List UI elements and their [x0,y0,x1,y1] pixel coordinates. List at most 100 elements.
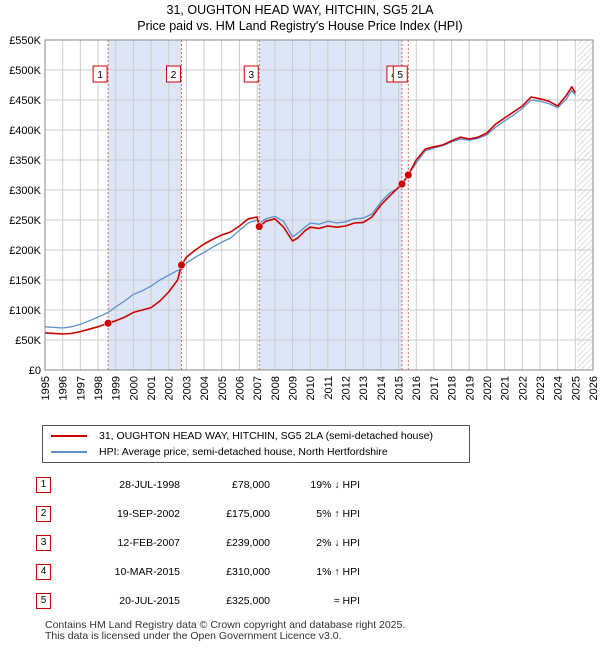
x-tick-label: 2021 [500,376,512,400]
footer-licence: This data is licensed under the Open Gov… [45,630,342,642]
sale-labels-layer: 12345 [92,65,408,83]
x-tick-label: 2023 [535,376,547,400]
sale-label-text: 5 [397,70,403,81]
sale-hpi-diff: ≈ HPI [333,594,360,607]
table-row: 1 28-JUL-1998 £78,000 19% ↓ HPI [36,470,360,499]
sale-hpi-diff: 1% ↑ HPI [316,565,360,578]
sale-number-badge: 1 [36,476,51,493]
sale-points-layer [104,170,413,328]
sale-date: 20-JUL-2015 [119,594,180,607]
x-tick-label: 1999 [111,376,123,400]
y-tick-label: £350K [9,155,41,167]
sale-point [404,170,413,180]
legend-swatch-hpi [51,451,87,453]
x-tick-label: 2013 [358,376,370,400]
sale-point [177,260,186,270]
legend-label-hpi: HPI: Average price, semi-detached house,… [99,446,388,458]
series-layer [44,86,576,335]
x-tick-label: 2026 [588,376,600,400]
sale-label-text: 2 [171,70,177,81]
sale-date: 28-JUL-1998 [119,478,180,491]
sale-number-badge: 3 [36,534,51,551]
x-tick-label: 2020 [482,376,494,400]
x-tick-label: 2006 [234,376,246,400]
property-price-line [44,86,576,335]
sale-number-badge: 4 [36,563,51,580]
x-tick-label: 1998 [93,376,105,400]
x-tick-label: 2024 [553,376,565,400]
table-row: 4 10-MAR-2015 £310,000 1% ↑ HPI [36,557,360,586]
x-tick-label: 2003 [181,376,193,400]
sale-label-box [392,65,408,83]
shaded-period [108,40,182,370]
sale-number-badge: 2 [36,505,51,522]
x-tick-label: 2000 [128,376,140,400]
chart-title: 31, OUGHTON HEAD WAY, HITCHIN, SG5 2LA [166,3,434,17]
x-tick-label: 1996 [58,376,70,400]
sale-price: £78,000 [232,478,270,491]
x-tick-label: 2025 [570,376,582,400]
table-row: 3 12-FEB-2007 £239,000 2% ↓ HPI [36,528,360,557]
sale-point [104,319,113,328]
sale-label-text: 1 [97,70,103,81]
x-tick-label: 2007 [252,376,264,400]
x-tick-label: 2018 [447,376,459,400]
sale-point [397,179,406,189]
x-tick-label: 2014 [376,376,388,400]
legend-item-hpi: HPI: Average price, semi-detached house,… [43,444,388,460]
sale-date: 19-SEP-2002 [116,507,180,520]
y-tick-label: £150K [9,275,41,287]
sale-label-box [243,65,259,83]
sale-hpi-diff: 2% ↓ HPI [316,536,360,549]
sale-price: £239,000 [226,536,270,549]
x-tick-label: 2022 [517,376,529,400]
sale-date: 10-MAR-2015 [114,565,180,578]
legend-swatch-property [51,435,87,437]
x-tick-label: 2004 [199,376,211,400]
table-row: 5 20-JUL-2015 £325,000 ≈ HPI [36,586,360,615]
price-chart: 12345 £0£50K£100K£150K£200K£250K£300K£35… [9,35,600,400]
x-tick-label: 2016 [411,376,423,400]
x-tick-label: 2005 [217,376,229,400]
y-tick-label: £0 [29,365,41,377]
legend-item-property: 31, OUGHTON HEAD WAY, HITCHIN, SG5 2LA (… [43,428,433,444]
table-row: 2 19-SEP-2002 £175,000 5% ↑ HPI [36,499,360,528]
y-tick-label: £50K [15,335,41,347]
x-tick-label: 1997 [75,376,87,400]
legend-label-property: 31, OUGHTON HEAD WAY, HITCHIN, SG5 2LA (… [99,430,433,442]
y-tick-label: £100K [9,305,41,317]
axes-layer: £0 £50K £100K £150K £200K £250K £300K £350K £400… [9,35,600,400]
future-hatch-area [577,40,593,370]
sale-hpi-diff: 5% ↑ HPI [316,507,360,520]
sale-label-box [92,65,108,83]
y-tick-label: £200K [9,245,41,257]
hpi-line [44,89,576,329]
x-tick-label: 2008 [270,376,282,400]
y-tick-label: £300K [9,185,41,197]
y-tick-label: £400K [9,125,41,137]
footer-copyright: Contains HM Land Registry data © Crown c… [45,619,406,631]
chart-subtitle: Price paid vs. HM Land Registry's House … [137,19,463,33]
x-tick-label: 2019 [464,376,476,400]
x-tick-label: 2001 [146,376,158,400]
sale-price: £325,000 [226,594,270,607]
shade-layer [108,40,593,370]
sale-vlines-layer [107,40,409,370]
sales-table: 1 28-JUL-1998 £78,000 19% ↓ HPI 2 19-SEP… [36,470,360,615]
sale-price: £175,000 [226,507,270,520]
sale-price: £310,000 [226,565,270,578]
legend: 31, OUGHTON HEAD WAY, HITCHIN, SG5 2LA (… [42,425,470,463]
sale-label-box [165,65,181,83]
plot-frame [44,39,594,371]
y-tick-label: £450K [9,95,41,107]
x-tick-label: 2015 [394,376,406,400]
x-tick-label: 1995 [40,376,52,400]
sale-label-text: 3 [248,70,254,81]
x-tick-label: 2011 [323,376,335,400]
y-tick-label: £550K [9,35,41,47]
sale-hpi-diff: 19% ↓ HPI [310,478,360,491]
y-tick-label: £250K [9,215,41,227]
footer: Contains HM Land Registry data © Crown c… [45,620,405,642]
sale-date: 12-FEB-2007 [117,536,180,549]
sale-point [255,222,264,231]
